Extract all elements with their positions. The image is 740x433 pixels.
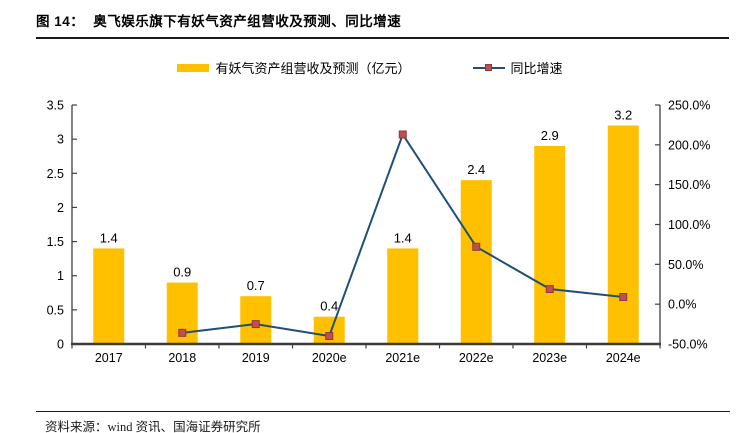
bar-2023e xyxy=(534,145,566,344)
right-axis-tick-label: 50.0% xyxy=(668,258,703,272)
bar-value-label: 3.2 xyxy=(614,107,632,122)
right-axis-tick-label: 0.0% xyxy=(668,298,697,312)
bar-value-label: 1.4 xyxy=(394,230,412,245)
x-axis-category-label: 2021e xyxy=(385,351,420,365)
x-axis-category-label: 2024e xyxy=(606,351,641,365)
growth-marker-2022e xyxy=(472,242,481,251)
bar-2017 xyxy=(93,248,125,344)
left-axis-tick-label: 1.5 xyxy=(47,235,64,249)
growth-marker-2020e xyxy=(325,332,334,341)
line-swatch-marker xyxy=(484,63,492,71)
bar-2022e xyxy=(460,180,492,344)
growth-marker-2023e xyxy=(545,285,554,294)
right-axis-tick-label: 250.0% xyxy=(668,99,710,113)
legend-item-revenue: 有妖气资产组营收及预测（亿元） xyxy=(177,58,411,77)
right-axis-tick-label: 100.0% xyxy=(668,218,710,232)
left-axis-tick-label: 3.5 xyxy=(47,99,64,113)
left-axis-tick-label: 2.5 xyxy=(47,167,64,181)
legend-item-growth: 同比增速 xyxy=(472,58,563,77)
footer-divider xyxy=(36,411,730,412)
bar-value-label: 1.4 xyxy=(100,230,118,245)
growth-marker-2021e xyxy=(398,130,407,139)
left-axis-tick-label: 3 xyxy=(57,133,64,147)
bar-value-label: 2.9 xyxy=(541,128,559,143)
bar-value-label: 0.7 xyxy=(247,278,265,293)
legend-label-revenue: 有妖气资产组营收及预测（亿元） xyxy=(215,61,411,76)
growth-marker-2018 xyxy=(178,328,187,337)
figure-number: 图 14： xyxy=(36,14,85,29)
bar-2021e xyxy=(387,248,419,344)
revenue-growth-combo-chart: 0 0.5 1 1.5 2 2.5 3 3.5 -50.0% 0.0% 50.0% 100.0% 150… xyxy=(47,99,711,366)
x-axis-category-label: 2019 xyxy=(242,351,270,365)
bar-value-label: 0.9 xyxy=(173,265,191,280)
left-axis-tick-label: 1 xyxy=(57,269,64,283)
chart-legend: 有妖气资产组营收及预测（亿元） 同比增速 xyxy=(0,58,740,77)
left-axis-tick-label: 0 xyxy=(57,338,64,352)
line-marker-swatch-icon xyxy=(472,63,505,73)
figure-header: 图 14： 奥飞娱乐旗下有妖气资产组营收及预测、同比增速 xyxy=(36,10,729,39)
right-axis-tick-label: 150.0% xyxy=(668,178,710,192)
figure-title: 奥飞娱乐旗下有妖气资产组营收及预测、同比增速 xyxy=(93,14,402,29)
left-axis-tick-label: 0.5 xyxy=(47,303,64,317)
x-axis-category-label: 2020e xyxy=(312,351,347,365)
bar-swatch-icon xyxy=(177,63,210,72)
right-axis-tick-label: -50.0% xyxy=(668,338,708,352)
x-axis-category-label: 2023e xyxy=(532,351,567,365)
legend-label-growth: 同比增速 xyxy=(510,61,563,76)
x-axis-category-label: 2022e xyxy=(459,351,494,365)
growth-marker-2019 xyxy=(251,320,260,329)
x-axis-category-label: 2018 xyxy=(168,351,196,365)
bar-2024e xyxy=(607,125,639,344)
left-axis-tick-label: 2 xyxy=(57,201,64,215)
x-axis-category-label: 2017 xyxy=(95,351,123,365)
source-note: 资料来源：wind 资讯、国海证券研究所 xyxy=(45,420,261,433)
growth-marker-2024e xyxy=(619,292,628,301)
bar-value-label: 2.4 xyxy=(467,162,485,177)
right-axis-tick-label: 200.0% xyxy=(668,138,710,152)
bar-value-label: 0.4 xyxy=(320,299,338,314)
